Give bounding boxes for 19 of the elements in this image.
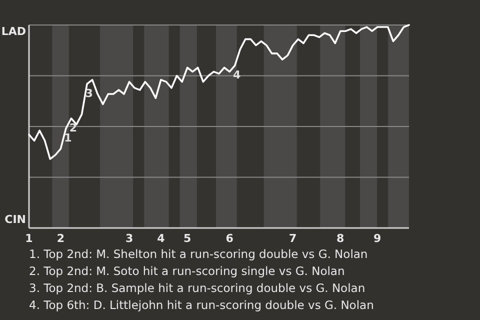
x-tick-label: 6 — [226, 232, 234, 245]
annotation: 3 — [85, 86, 93, 100]
x-tick-label: 7 — [289, 232, 297, 245]
text: 1. Top 2nd: M. Shelton hit a run-scoring double vs G. Nolan — [29, 247, 368, 261]
x-tick-label: 5 — [184, 232, 192, 245]
x-tick-label: 3 — [125, 232, 134, 245]
x-tick-label: 9 — [374, 232, 382, 245]
annotation: 4 — [233, 68, 242, 82]
text: LAD — [1, 25, 26, 38]
text: 3. Top 2nd: B. Sample hit a run-scoring double vs G. Nolan — [29, 281, 366, 295]
text: 2. Top 2nd: M. Soto hit a run-scoring single vs G. Nolan — [29, 264, 345, 278]
x-tick-label: 2 — [56, 232, 64, 245]
annotation: 2 — [69, 121, 78, 134]
x-tick-label: 1 — [25, 232, 33, 245]
text: CIN — [4, 213, 26, 226]
x-tick-label: 8 — [336, 232, 344, 245]
x-tick-label: 4 — [157, 232, 166, 245]
text: 4. Top 6th: D. Littlejohn hit a run-scoring double vs G. Nolan — [29, 298, 374, 312]
annotation: 1 — [64, 132, 72, 145]
